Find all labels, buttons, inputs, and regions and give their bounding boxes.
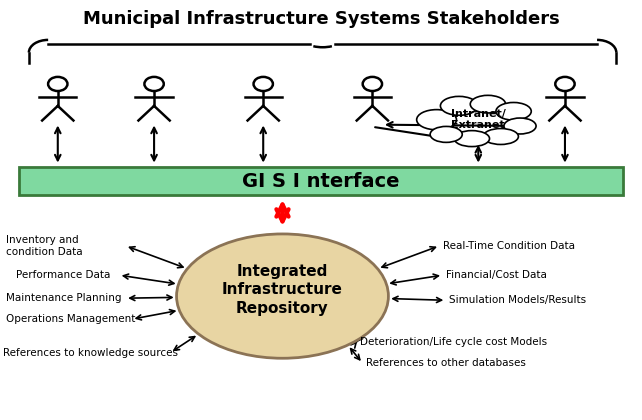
Ellipse shape xyxy=(496,102,532,120)
Text: Simulation Models/Results: Simulation Models/Results xyxy=(449,295,587,305)
Text: References to other databases: References to other databases xyxy=(366,358,526,368)
Ellipse shape xyxy=(455,131,489,147)
Text: Maintenance Planning: Maintenance Planning xyxy=(6,293,122,303)
Ellipse shape xyxy=(504,118,536,134)
Text: References to knowledge sources: References to knowledge sources xyxy=(3,348,178,358)
Ellipse shape xyxy=(483,129,518,144)
Text: Intranet/
Extranet: Intranet/ Extranet xyxy=(451,109,506,131)
Ellipse shape xyxy=(430,126,462,142)
FancyBboxPatch shape xyxy=(19,167,623,195)
Text: Municipal Infrastructure Systems Stakeholders: Municipal Infrastructure Systems Stakeho… xyxy=(83,10,559,29)
Text: Operations Management: Operations Management xyxy=(6,314,136,324)
Text: Inventory and
condition Data: Inventory and condition Data xyxy=(6,235,83,257)
Text: Deterioration/Life cycle cost Models: Deterioration/Life cycle cost Models xyxy=(360,337,546,347)
Text: Financial/Cost Data: Financial/Cost Data xyxy=(446,270,547,280)
Ellipse shape xyxy=(440,96,478,115)
Text: Performance Data: Performance Data xyxy=(16,270,110,280)
Text: GI S I nterface: GI S I nterface xyxy=(242,171,400,191)
Ellipse shape xyxy=(177,234,388,358)
Text: Real-Time Condition Data: Real-Time Condition Data xyxy=(443,241,575,251)
Ellipse shape xyxy=(417,110,456,130)
Ellipse shape xyxy=(470,95,506,113)
Text: Integrated
Infrastructure
Repository: Integrated Infrastructure Repository xyxy=(222,264,343,316)
